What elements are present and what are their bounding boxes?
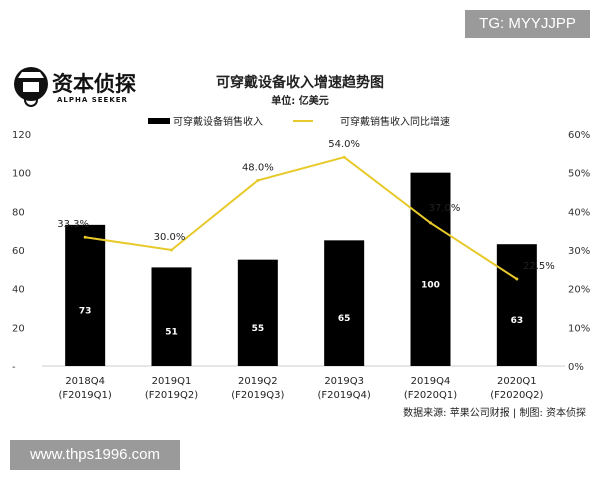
source-note: 数据来源: 苹果公司财报 | 制图: 资本侦探	[403, 408, 586, 419]
left-tick-label: 40	[12, 285, 25, 296]
growth-label: 37.0%	[429, 203, 461, 214]
bar	[496, 244, 537, 366]
x-tick-label: (F2019Q2)	[145, 390, 198, 401]
bar-value-label: 63	[511, 316, 524, 326]
left-tick-0: -	[12, 362, 16, 373]
x-tick-label: 2019Q2	[238, 376, 278, 387]
growth-point	[429, 221, 432, 225]
bar	[324, 240, 365, 366]
logo-detective-icon	[14, 67, 48, 107]
bar	[237, 259, 278, 366]
legend-bar-label: 可穿戴设备销售收入	[173, 115, 263, 128]
legend-bar-swatch	[148, 118, 170, 124]
growth-point	[170, 248, 173, 252]
bar-value-label: 55	[252, 324, 265, 334]
growth-point	[83, 235, 87, 239]
left-tick-label: 20	[12, 323, 25, 334]
left-tick-label: 100	[12, 169, 31, 180]
growth-label: 54.0%	[328, 139, 360, 150]
growth-point	[515, 277, 519, 281]
left-tick-label: 120	[12, 130, 31, 141]
left-tick-label: 60	[12, 246, 25, 257]
watermark: www.thps1996.com	[10, 440, 180, 470]
chart-unit: 单位: 亿美元	[271, 96, 329, 107]
bar	[65, 224, 106, 366]
growth-line	[85, 156, 518, 280]
x-tick-label: (F2019Q3)	[231, 390, 284, 401]
x-tick-label: 2018Q4	[65, 376, 105, 387]
bar-value-label: 73	[79, 306, 92, 316]
growth-label: 33.3%	[57, 219, 89, 230]
x-tick-label: 2019Q3	[324, 376, 364, 387]
chart-title: 可穿戴设备收入增速趋势图	[216, 75, 384, 91]
right-tick-label: 20%	[568, 285, 590, 296]
bar	[151, 267, 192, 366]
x-tick-label: 2020Q1	[497, 376, 537, 387]
bar-value-label: 65	[338, 314, 351, 324]
legend-line-label: 可穿戴销售收入同比增速	[340, 115, 450, 128]
x-tick-label: (F2020Q2)	[490, 390, 543, 401]
right-tick-label: 30%	[568, 246, 590, 257]
x-tick-label: 2019Q1	[152, 376, 192, 387]
x-tick-label: (F2019Q4)	[318, 390, 371, 401]
tg-badge: TG: MYYJJPP	[465, 10, 590, 38]
bar-value-label: 51	[165, 328, 178, 338]
right-tick-label: 10%	[568, 323, 590, 334]
growth-label: 22.5%	[523, 261, 555, 272]
x-tick-label: (F2020Q1)	[404, 390, 457, 401]
logo-name: 资本侦探	[52, 72, 136, 96]
right-tick-label: 50%	[568, 169, 590, 180]
growth-point	[342, 155, 346, 159]
x-tick-label: (F2019Q1)	[59, 390, 112, 401]
growth-point	[256, 178, 260, 182]
bar-value-label: 100	[421, 280, 440, 290]
growth-label: 48.0%	[242, 162, 274, 173]
growth-label: 30.0%	[154, 232, 186, 243]
logo-subtitle: ALPHA SEEKER	[57, 96, 128, 104]
right-tick-label: 40%	[568, 207, 590, 218]
right-tick-label: 0%	[568, 362, 584, 373]
x-tick-label: 2019Q4	[411, 376, 451, 387]
right-tick-label: 60%	[568, 130, 590, 141]
bar	[410, 172, 451, 366]
left-tick-label: 80	[12, 207, 25, 218]
